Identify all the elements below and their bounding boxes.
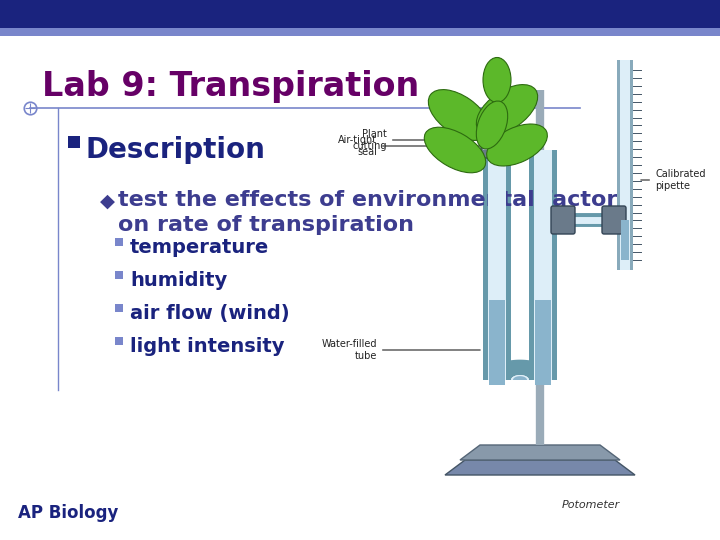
Bar bbox=[115, 337, 123, 345]
Ellipse shape bbox=[428, 90, 490, 140]
FancyBboxPatch shape bbox=[551, 206, 575, 234]
Bar bbox=[534, 150, 552, 380]
Text: Plant
cutting: Plant cutting bbox=[353, 129, 489, 151]
Text: Air-tight
seal: Air-tight seal bbox=[338, 135, 480, 157]
Text: on rate of transpiration: on rate of transpiration bbox=[118, 215, 414, 235]
Polygon shape bbox=[483, 360, 557, 380]
Bar bbox=[535, 300, 551, 385]
Text: light intensity: light intensity bbox=[130, 337, 284, 356]
Ellipse shape bbox=[477, 101, 508, 149]
Bar bbox=[620, 60, 630, 270]
Bar bbox=[489, 300, 505, 385]
Bar bbox=[68, 136, 80, 148]
Text: air flow (wind): air flow (wind) bbox=[130, 304, 289, 323]
Text: humidity: humidity bbox=[130, 271, 228, 290]
Ellipse shape bbox=[424, 127, 486, 173]
Bar bbox=[617, 60, 633, 270]
Bar bbox=[483, 150, 511, 380]
Bar bbox=[488, 150, 506, 380]
Text: Lab 9: Transpiration: Lab 9: Transpiration bbox=[42, 70, 419, 103]
Bar bbox=[529, 150, 557, 380]
Ellipse shape bbox=[477, 85, 538, 136]
FancyBboxPatch shape bbox=[481, 134, 513, 158]
Polygon shape bbox=[513, 376, 527, 380]
FancyBboxPatch shape bbox=[602, 206, 626, 234]
Text: Potometer: Potometer bbox=[562, 500, 620, 510]
Bar bbox=[483, 145, 511, 150]
Bar bbox=[115, 271, 123, 279]
Text: Water-filled
tube: Water-filled tube bbox=[322, 339, 480, 361]
Bar bbox=[621, 220, 629, 260]
Bar bbox=[115, 238, 123, 246]
Bar bbox=[0, 28, 720, 36]
Bar bbox=[483, 137, 511, 142]
Ellipse shape bbox=[483, 57, 511, 103]
Polygon shape bbox=[460, 445, 620, 460]
Text: Calibrated
pipette: Calibrated pipette bbox=[641, 169, 706, 191]
Ellipse shape bbox=[487, 124, 547, 166]
Text: test the effects of environmental factors: test the effects of environmental factor… bbox=[118, 190, 631, 210]
Polygon shape bbox=[445, 460, 635, 475]
Text: Description: Description bbox=[86, 136, 266, 164]
Text: AP Biology: AP Biology bbox=[18, 504, 118, 522]
Bar bbox=[0, 0, 720, 28]
Bar bbox=[115, 304, 123, 312]
Text: ◆: ◆ bbox=[100, 192, 115, 211]
Polygon shape bbox=[511, 375, 529, 380]
Text: temperature: temperature bbox=[130, 238, 269, 257]
